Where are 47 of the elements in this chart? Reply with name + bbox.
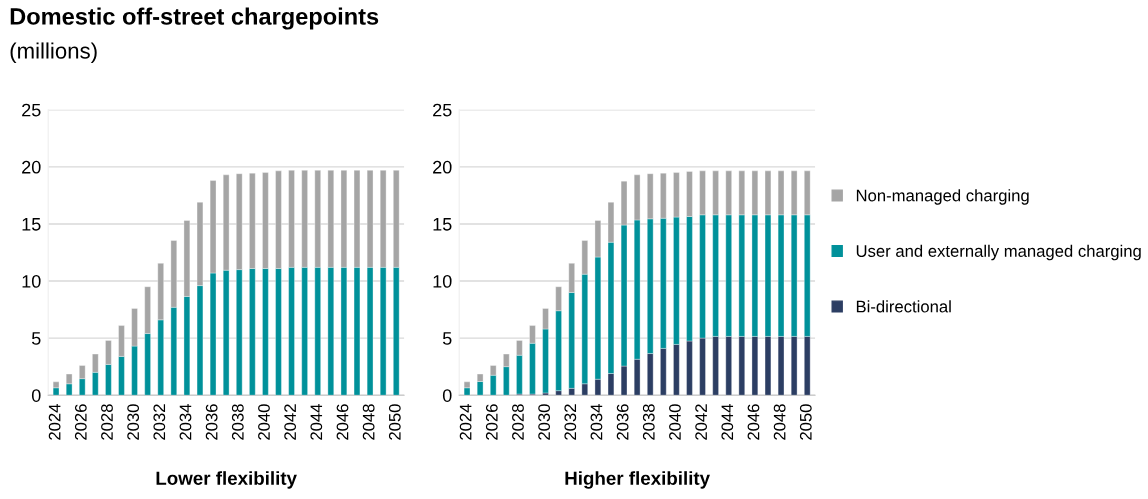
x-tick-label: 2036 <box>205 404 218 440</box>
y-tick-label: 15 <box>22 218 41 231</box>
x-tick-label: 2028 <box>101 404 113 440</box>
legend-label: Bi-directional <box>856 300 951 313</box>
x-tick-label: 2044 <box>721 404 734 440</box>
y-tick-label: 5 <box>31 332 41 345</box>
x-tick-label: 2028 <box>512 404 524 440</box>
y-tick-label: 20 <box>433 160 452 174</box>
x-tick-label: 2030 <box>538 404 551 440</box>
x-tick-label: 2032 <box>564 404 577 440</box>
x-tick-label: 2046 <box>336 404 349 440</box>
legend-label: User and externally managed charging <box>856 244 1141 261</box>
x-tick-label: 2026 <box>74 404 87 440</box>
x-tick-label: 2034 <box>590 404 603 440</box>
x-tick-label: 2024 <box>48 404 61 440</box>
x-tick-label: 2050 <box>799 404 812 440</box>
x-tick-label: 2034 <box>179 404 192 440</box>
y-tick-label: 0 <box>442 389 452 402</box>
chart-title: Domestic off-street chargepoints <box>10 7 379 30</box>
y-tick-label: 10 <box>433 274 452 288</box>
x-tick-label: 2024 <box>459 404 472 440</box>
x-tick-label: 2050 <box>388 404 401 440</box>
y-tick-label: 20 <box>22 160 41 174</box>
x-tick-label: 2030 <box>127 404 140 440</box>
x-tick-label: 2044 <box>310 404 323 440</box>
x-tick-label: 2040 <box>258 404 270 440</box>
y-tick-label: 0 <box>31 389 41 402</box>
x-tick-label: 2046 <box>747 404 760 440</box>
y-tick-label: 15 <box>433 218 452 231</box>
x-tick-label: 2042 <box>695 404 708 440</box>
chart-subtitle: (millions) <box>10 42 97 64</box>
x-tick-label: 2048 <box>773 404 786 440</box>
y-tick-label: 25 <box>433 103 452 117</box>
x-axis-title: Higher flexibility <box>565 471 710 489</box>
x-tick-label: 2032 <box>153 404 166 440</box>
x-tick-label: 2036 <box>616 404 629 440</box>
x-tick-label: 2038 <box>231 404 244 440</box>
y-tick-label: 10 <box>22 274 41 288</box>
x-axis-title: Lower flexibility <box>156 471 297 489</box>
x-tick-label: 2040 <box>669 404 681 440</box>
x-tick-label: 2042 <box>284 404 297 440</box>
y-tick-label: 5 <box>442 332 452 345</box>
x-tick-label: 2026 <box>485 404 498 440</box>
x-tick-label: 2038 <box>642 404 655 440</box>
x-tick-label: 2048 <box>362 404 375 440</box>
legend-label: Non-managed charging <box>856 189 1029 205</box>
y-tick-label: 25 <box>22 103 41 117</box>
